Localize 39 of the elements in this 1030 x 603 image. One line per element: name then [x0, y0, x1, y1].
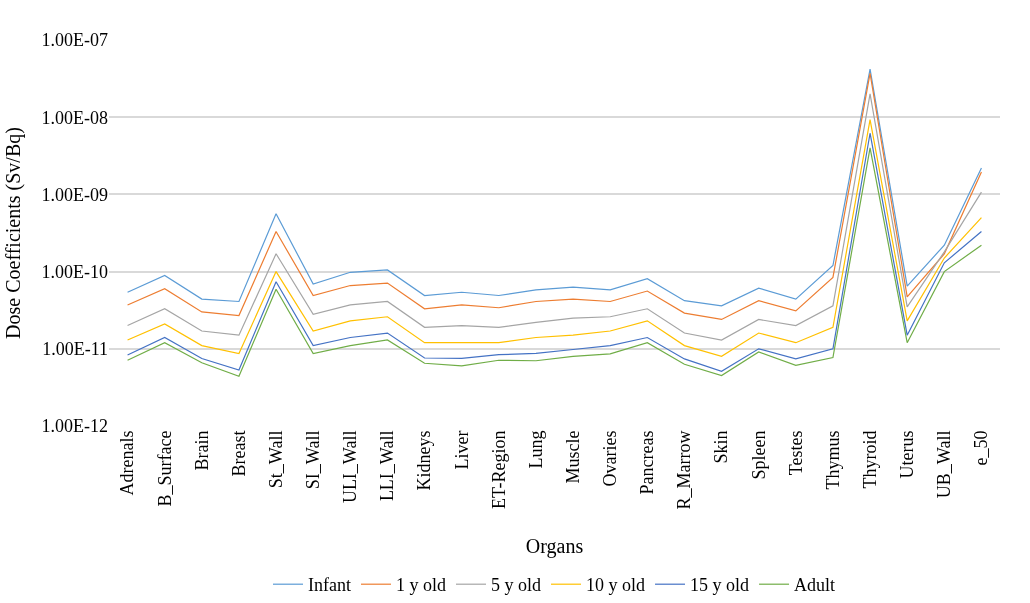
legend-label: 5 y old — [491, 575, 542, 596]
y-tick-label: 1.00E-09 — [41, 184, 108, 205]
x-tick-label: Lung — [525, 430, 546, 469]
x-tick-label: Thyroid — [859, 430, 880, 489]
x-tick-label: Muscle — [562, 430, 583, 484]
x-tick-label: R_Marrow — [674, 430, 695, 510]
x-tick-label: Thymus — [822, 430, 843, 490]
legend-label: 10 y old — [586, 575, 646, 596]
x-tick-label: ULI_Wall — [340, 430, 361, 504]
y-tick-label: 1.00E-10 — [41, 261, 108, 282]
legend-label: Infant — [308, 575, 351, 596]
y-tick-label: 1.00E-08 — [41, 107, 108, 128]
legend-label: 15 y old — [690, 575, 750, 596]
x-tick-label: Ovaries — [600, 430, 621, 487]
legend-label: Adult — [794, 575, 836, 596]
y-tick-label: 1.00E-11 — [42, 339, 108, 360]
y-axis-title: Dose Coefficients (Sv/Bq) — [2, 127, 25, 339]
x-tick-label: SI_Wall — [303, 430, 324, 490]
legend-label: 1 y old — [395, 575, 446, 596]
y-tick-label: 1.00E-07 — [41, 30, 108, 51]
x-tick-label: Brain — [191, 430, 212, 471]
x-tick-label: B_Surface — [154, 430, 175, 507]
x-tick-label: Skin — [711, 430, 732, 464]
x-tick-label: LLI_Wall — [377, 430, 398, 502]
x-tick-label: Testes — [785, 430, 806, 476]
line-series — [126, 93, 983, 341]
x-tick-label: Adrenals — [117, 430, 138, 496]
x-tick-label: Liver — [451, 430, 472, 470]
x-tick-label: ET-Region — [488, 430, 509, 509]
x-tick-label: Spleen — [748, 430, 769, 480]
x-tick-label: Breast — [228, 430, 249, 477]
x-tick-label: Uterus — [897, 430, 918, 479]
x-tick-label: St_Wall — [265, 430, 286, 489]
x-axis-title: Organs — [525, 535, 584, 559]
x-tick-label: Pancreas — [637, 430, 658, 495]
x-tick-label: e_50 — [971, 430, 992, 466]
x-tick-label: UB_Wall — [934, 430, 955, 499]
y-tick-label: 1.00E-12 — [41, 416, 108, 437]
x-tick-label: Kidneys — [414, 430, 435, 491]
